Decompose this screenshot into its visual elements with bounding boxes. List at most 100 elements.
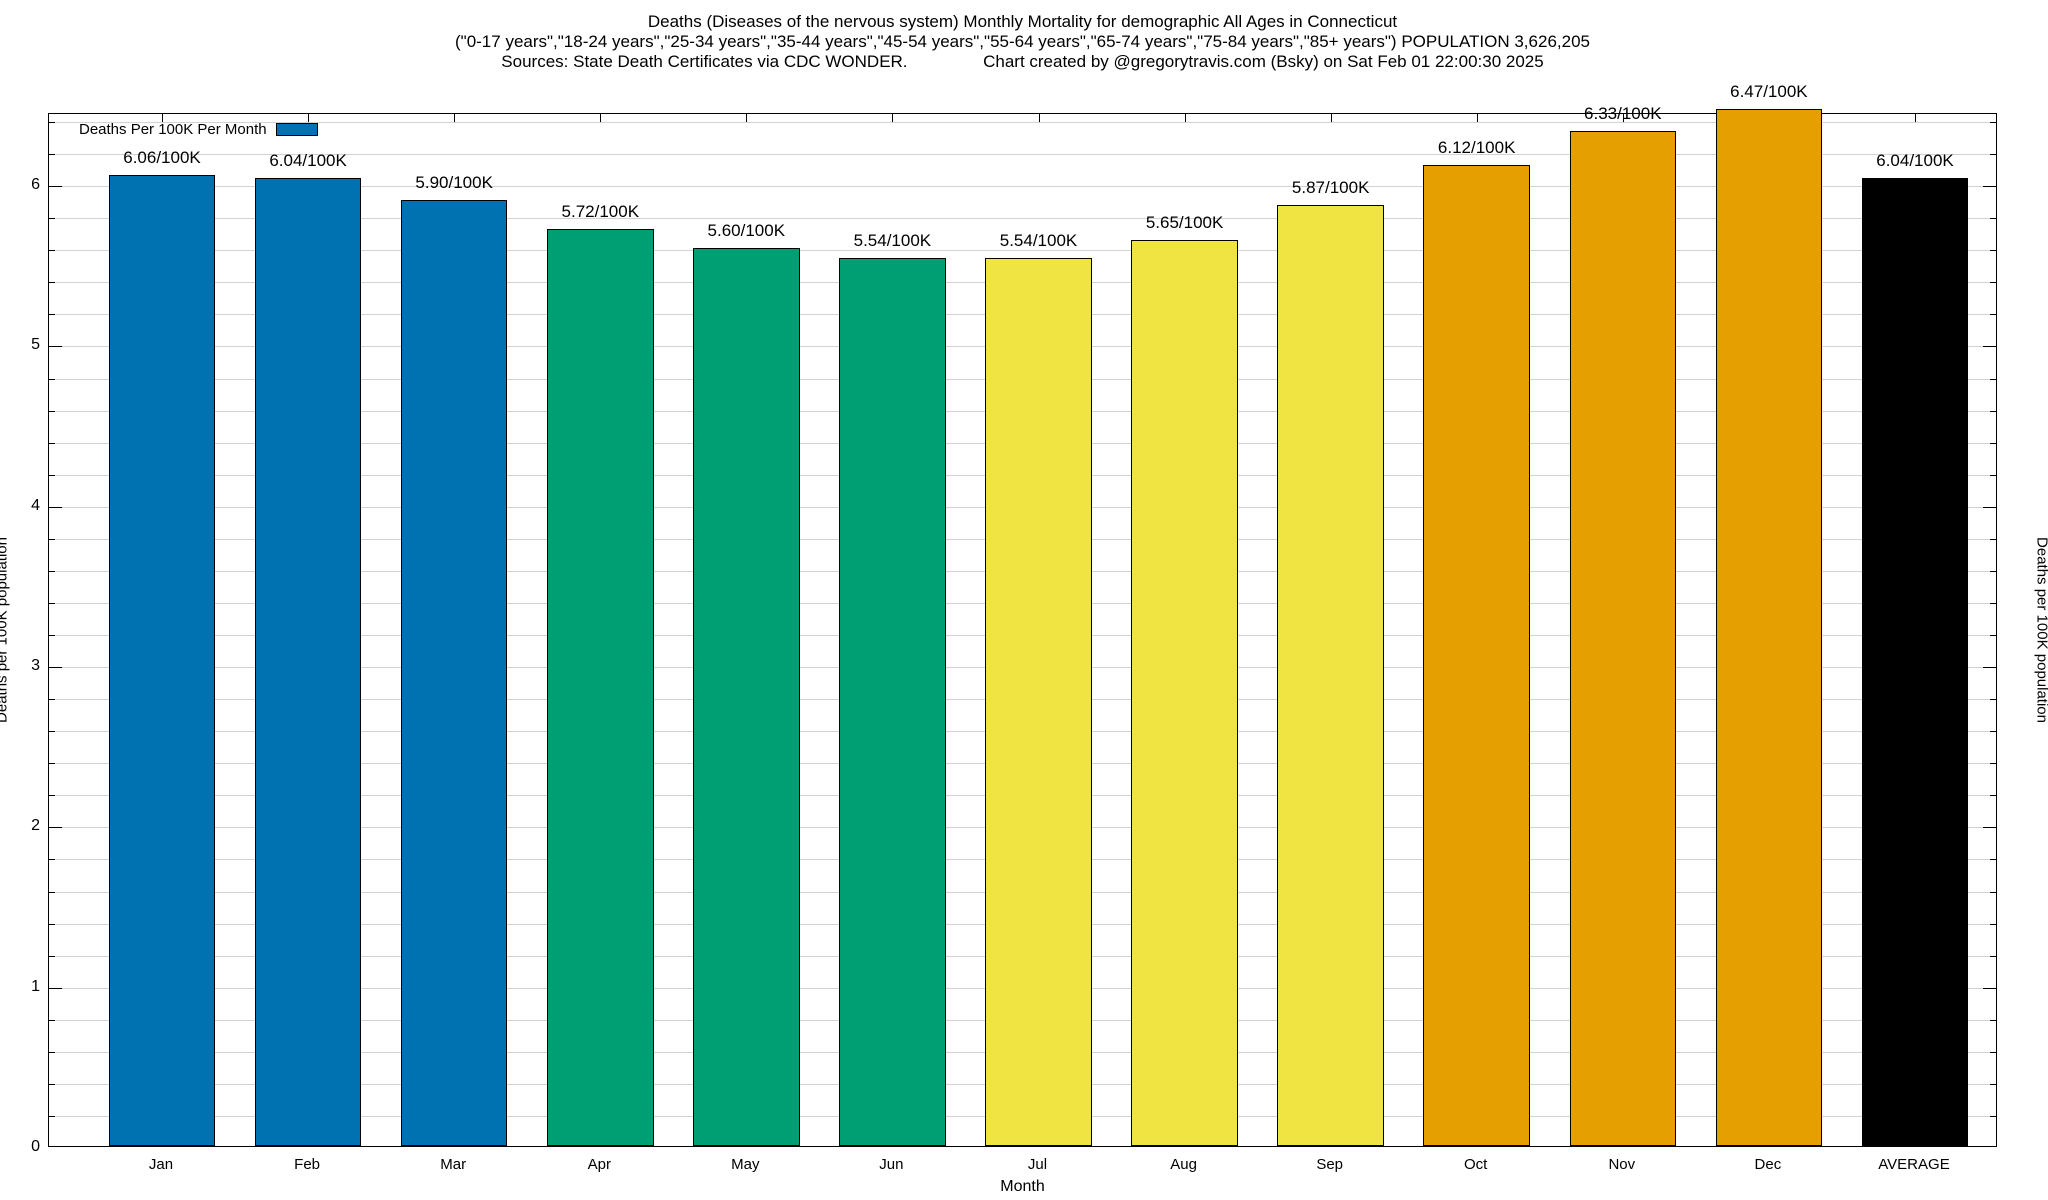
minor-y-tick [49, 474, 55, 476]
h-gridline [49, 122, 1996, 123]
bar-value-label-average: 6.04/100K [1876, 150, 1954, 170]
y-tick-label-6: 6 [31, 176, 40, 194]
bar-sep [1277, 205, 1384, 1146]
x-category-tick [308, 114, 310, 122]
minor-y-tick [1990, 378, 1996, 380]
major-y-tick [1983, 506, 1996, 508]
minor-y-tick [49, 570, 55, 572]
minor-y-tick [1990, 314, 1996, 316]
minor-y-tick [1990, 538, 1996, 540]
minor-y-tick [49, 955, 55, 957]
bar-jul [985, 257, 1092, 1146]
minor-y-tick [49, 122, 55, 123]
minor-y-tick [1990, 795, 1996, 797]
minor-y-tick [1990, 122, 1996, 123]
major-y-tick [49, 346, 62, 348]
bar-value-label-may: 5.60/100K [707, 221, 786, 241]
h-gridline [49, 186, 1996, 188]
minor-y-tick [49, 378, 55, 380]
x-tick-label-oct: Oct [1464, 1156, 1488, 1173]
major-y-tick [1983, 667, 1996, 669]
minor-y-tick [1990, 1083, 1996, 1085]
minor-y-tick [49, 250, 55, 252]
minor-y-tick [49, 282, 55, 284]
minor-y-tick [49, 602, 55, 604]
minor-y-tick [49, 795, 55, 797]
bar-value-label-feb: 6.04/100K [269, 150, 347, 170]
minor-y-tick [1990, 442, 1996, 444]
legend-swatch-icon [275, 123, 318, 136]
bar-value-label-dec: 6.47/100K [1730, 81, 1808, 101]
minor-y-tick [1990, 410, 1996, 412]
minor-y-tick [49, 154, 55, 156]
y-tick-label-2: 2 [31, 817, 40, 835]
x-tick-label-average: AVERAGE [1878, 1156, 1950, 1173]
minor-y-tick [1990, 923, 1996, 925]
minor-y-tick [1990, 282, 1996, 284]
bar-jun [839, 257, 946, 1146]
y-tick-label-5: 5 [31, 336, 40, 354]
bar-apr [547, 229, 654, 1146]
x-category-tick [1184, 114, 1186, 122]
minor-y-tick [1990, 763, 1996, 765]
x-category-tick [1330, 114, 1332, 122]
bar-value-label-nov: 6.33/100K [1584, 104, 1662, 124]
x-category-tick [162, 114, 163, 122]
x-tick-label-dec: Dec [1754, 1156, 1782, 1173]
y-tick-label-0: 0 [31, 1138, 40, 1155]
minor-y-tick [49, 1115, 55, 1117]
bar-may [693, 248, 800, 1146]
bar-oct [1423, 164, 1530, 1146]
bar-value-label-aug: 5.65/100K [1145, 213, 1224, 233]
major-y-tick [49, 186, 62, 188]
minor-y-tick [49, 731, 55, 733]
minor-y-tick [1990, 602, 1996, 604]
bar-value-label-jan: 6.06/100K [123, 147, 201, 167]
minor-y-tick [1990, 699, 1996, 701]
x-category-tick [1476, 114, 1478, 122]
minor-y-tick [49, 1019, 55, 1021]
x-category-tick [892, 114, 894, 122]
bar-dec [1715, 108, 1823, 1146]
minor-y-tick [1990, 1051, 1996, 1053]
x-category-tick [454, 114, 456, 122]
minor-y-tick [1990, 731, 1996, 733]
x-tick-label-jul: Jul [1027, 1156, 1048, 1173]
y-tick-label-3: 3 [31, 657, 40, 675]
plot-area: 6.06/100K 6.04/100K 5.90/100K 5.72/100K 5.60… [48, 82, 1997, 1147]
major-y-tick [49, 506, 62, 508]
major-y-tick [1983, 186, 1996, 188]
minor-y-tick [49, 1083, 55, 1085]
bar-value-label-apr: 5.72/100K [561, 202, 640, 221]
minor-y-tick [1990, 1115, 1996, 1117]
x-tick-label-may: May [731, 1156, 760, 1173]
major-y-tick [1983, 346, 1996, 348]
bar-aug [1131, 240, 1238, 1146]
legend: Deaths Per 100K Per Month [79, 121, 318, 138]
bars-layer: 6.06/100K 6.04/100K 5.90/100K 5.72/100K 5.60… [89, 82, 1986, 1146]
x-tick-label-jun: Jun [879, 1156, 904, 1173]
x-tick-label-feb: Feb [294, 1156, 321, 1173]
minor-y-tick [49, 218, 55, 220]
minor-y-tick [49, 891, 55, 893]
x-tick-label-aug: Aug [1170, 1156, 1197, 1173]
bar-nov [1569, 131, 1677, 1146]
minor-y-tick [49, 923, 55, 925]
major-y-tick [49, 667, 62, 669]
major-y-tick [49, 827, 62, 829]
chart-title-line-3: Sources: State Death Certificates via CD… [501, 52, 1544, 71]
minor-y-tick [49, 314, 55, 316]
minor-y-tick [1990, 891, 1996, 893]
minor-y-tick [1990, 859, 1996, 861]
minor-y-tick [1990, 218, 1996, 220]
bar-value-label-jun: 5.54/100K [853, 230, 932, 250]
bar-value-label-jul: 5.54/100K [999, 230, 1078, 250]
minor-y-tick [49, 699, 55, 701]
major-y-tick [1983, 987, 1996, 989]
minor-y-tick [1990, 1019, 1996, 1021]
x-tick-label-mar: Mar [440, 1156, 467, 1173]
chart-title-block: Deaths (Diseases of the nervous system) … [48, 12, 1997, 72]
chart-title-line-2: ("0-17 years","18-24 years","25-34 years… [455, 32, 1590, 51]
bar-average [1861, 177, 1969, 1146]
x-category-tick [1915, 114, 1916, 122]
